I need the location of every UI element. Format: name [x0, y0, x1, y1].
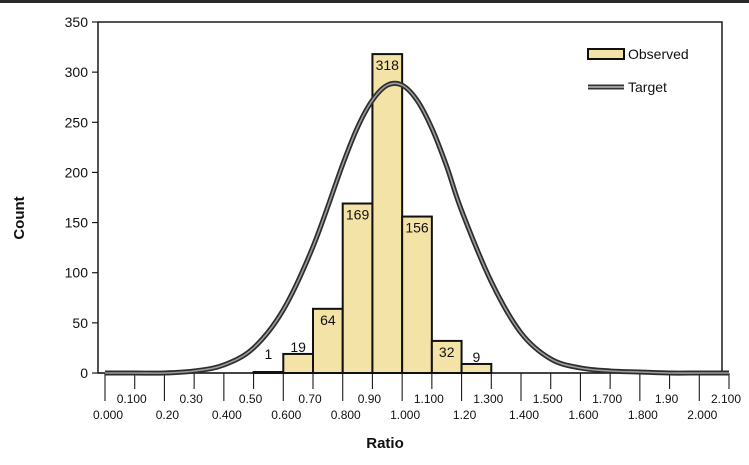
- y-tick-label: 0: [80, 365, 88, 381]
- x-tick-label-lower: 0.800: [331, 408, 361, 422]
- x-tick-label-lower: 1.000: [390, 408, 420, 422]
- x-tick-label-upper: 2.100: [711, 392, 741, 406]
- target-curve-line: [105, 82, 729, 374]
- x-tick-label-lower: 2.000: [687, 408, 717, 422]
- x-tick-label-lower: 1.800: [628, 408, 658, 422]
- observed-bar: [252, 370, 285, 374]
- observed-bar: [371, 53, 404, 374]
- x-tick-label-upper: 1.90: [655, 392, 679, 406]
- x-tick-label-lower: 1.600: [568, 408, 598, 422]
- x-tick-label-upper: 1.100: [414, 392, 444, 406]
- y-axis-title: Count: [11, 196, 28, 239]
- x-tick-label-upper: 1.700: [592, 392, 622, 406]
- legend-swatch-observed: [587, 48, 625, 60]
- bar-value-label: 64: [320, 312, 336, 328]
- bar-value-label: 9: [473, 349, 481, 365]
- x-axis-title: Ratio: [366, 435, 404, 452]
- target-curve: [105, 80, 729, 376]
- y-tick-label: 350: [65, 14, 89, 30]
- y-tick-label: 100: [65, 265, 89, 281]
- y-tick-label: 300: [65, 64, 89, 80]
- x-tick-label-lower: 0.20: [156, 408, 180, 422]
- bar-value-label: 318: [376, 57, 400, 73]
- x-tick-label-upper: 0.70: [298, 392, 322, 406]
- bar-value-label: 156: [405, 220, 429, 236]
- y-axis: 0 50 100 150 200 250 300 350: [65, 14, 98, 381]
- bar-value-label: 32: [439, 344, 455, 360]
- x-tick-label-upper: 0.90: [358, 392, 382, 406]
- y-tick-label: 50: [72, 315, 88, 331]
- y-tick-label: 250: [65, 114, 89, 130]
- x-tick-label-upper: 0.100: [117, 392, 147, 406]
- observed-bar: [401, 215, 433, 374]
- bar-value-label: 19: [290, 339, 306, 355]
- x-axis: 0.100 0.30 0.50 0.70 0.90 1.100 1.300 1.500 1.70…: [93, 372, 741, 422]
- bar-data-labels: 1 19 64 169 318 156 32 9: [265, 57, 481, 365]
- x-tick-label-lower: 1.400: [509, 408, 539, 422]
- legend: Observed Target: [587, 46, 689, 95]
- x-tick-label-lower: 1.20: [453, 408, 477, 422]
- top-border-line: [0, 0, 749, 3]
- observed-bar: [282, 352, 314, 374]
- x-tick-label-lower: 0.000: [93, 408, 123, 422]
- bar-value-label: 169: [346, 207, 370, 223]
- x-tick-label-lower: 0.600: [271, 408, 301, 422]
- x-tick-label-upper: 1.500: [533, 392, 563, 406]
- x-tick-label-upper: 0.30: [179, 392, 203, 406]
- observed-bar: [430, 339, 463, 374]
- legend-label-observed: Observed: [628, 46, 689, 62]
- bar-value-label: 1: [265, 346, 273, 362]
- observed-bar: [341, 202, 374, 374]
- observed-bar: [460, 362, 493, 374]
- x-tick-label-lower: 0.400: [212, 408, 242, 422]
- observed-bars: [252, 53, 493, 374]
- y-tick-label: 150: [65, 215, 89, 231]
- legend-label-target: Target: [628, 79, 667, 95]
- y-tick-label: 200: [65, 164, 89, 180]
- x-tick-label-upper: 1.300: [473, 392, 503, 406]
- x-tick-label-upper: 0.50: [239, 392, 263, 406]
